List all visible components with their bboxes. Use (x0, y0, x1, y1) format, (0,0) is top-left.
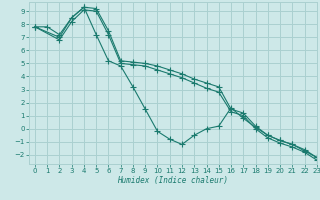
X-axis label: Humidex (Indice chaleur): Humidex (Indice chaleur) (117, 176, 228, 185)
